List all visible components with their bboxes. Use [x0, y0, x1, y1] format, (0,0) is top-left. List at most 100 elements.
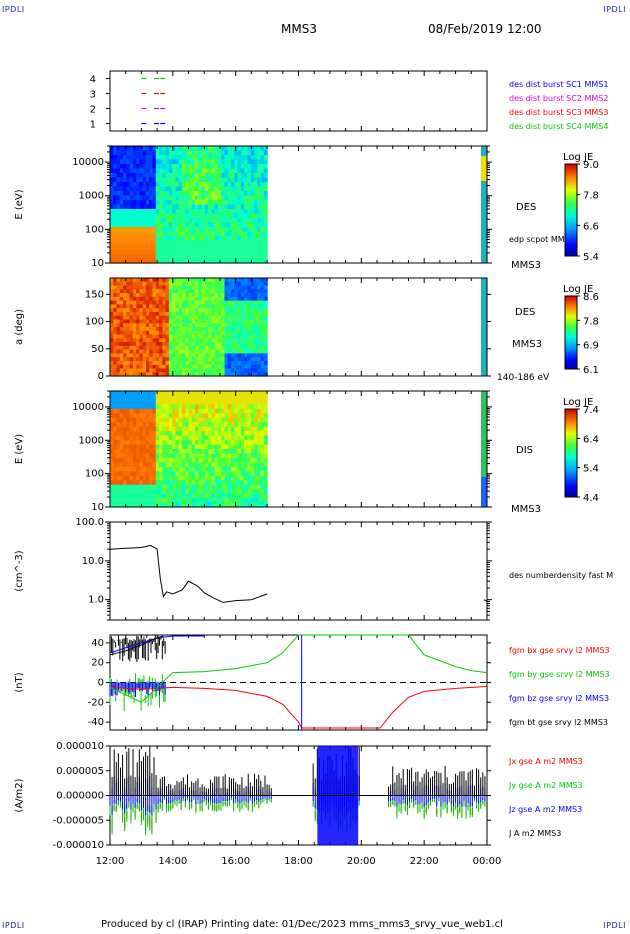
des-spectrogram-cell [240, 159, 245, 165]
dis-spectrogram-cell [217, 449, 222, 455]
pitch-spectrogram-cell [162, 281, 167, 287]
pitch-spectrogram-cell [159, 342, 163, 347]
des-spectrogram-cell [123, 173, 127, 179]
des-spectrogram-cell [188, 200, 193, 206]
dis-spectrogram-cell [231, 404, 235, 410]
des-spectrogram-cell [129, 186, 134, 192]
des-spectrogram-cell [191, 227, 196, 233]
pitch-spectrogram-cell [155, 357, 160, 362]
dis-spectrogram-cell [181, 391, 186, 397]
des-spectrogram-cell [227, 146, 232, 152]
pitch-spectrogram-cell [208, 278, 213, 283]
dis-spectrogram-cell [250, 471, 255, 477]
dis-spectrogram-cell [244, 489, 249, 495]
des-colorbar-tick-label: 9.0 [583, 160, 599, 171]
pitch-spectrogram-cell [139, 349, 144, 354]
pitch-spectrogram-edge [481, 278, 487, 376]
des-spectrogram-cell [247, 218, 252, 224]
dis-spectrogram-cell [162, 422, 167, 428]
des-spectrogram-cell [188, 164, 193, 170]
dis-spectrogram-cell [119, 440, 124, 446]
dis-spectrogram-cell [224, 471, 229, 477]
des-spectrogram-cell [178, 155, 183, 161]
dis-spectrogram-cell [129, 484, 134, 490]
pitch-spectrogram-cell [181, 353, 186, 358]
des-spectrogram-cell [211, 186, 216, 192]
pitch-spectrogram-cell [231, 342, 235, 347]
dis-spectrogram-cell [204, 440, 209, 446]
dis-spectrogram-cell [257, 453, 262, 459]
pitch-spectrogram-cell [211, 345, 216, 351]
des-spectrogram-cell [198, 249, 203, 255]
des-spectrogram-cell [132, 240, 137, 246]
dis-spectrogram-cell [175, 489, 180, 495]
pitch-spectrogram-cell [198, 330, 203, 336]
des-spectrogram-cell [116, 150, 121, 156]
pitch-spectrogram-cell [110, 372, 114, 377]
dis-spectrogram-cell [175, 457, 180, 463]
pitch-spectrogram-cell [188, 327, 193, 332]
dis-spectrogram-cell [214, 480, 219, 486]
pitch-spectrogram-cell [240, 281, 245, 287]
des-spectrogram-cell [139, 236, 144, 242]
pitch-spectrogram-cell [185, 368, 190, 373]
pitch-spectrogram-cell [159, 300, 163, 305]
dis-spectrogram-cell [142, 480, 147, 486]
dis-colorbar-title: Log JE [563, 397, 593, 408]
des-spectrogram-cell [142, 213, 147, 219]
dis-spectrogram-cell [240, 444, 245, 450]
burst-legend-entry: des dist burst SC2 MMS2 [509, 94, 608, 103]
des-spectrogram-cell [217, 245, 222, 251]
pitch-spectrogram-cell [132, 345, 137, 351]
des-spectrogram-cell [214, 204, 219, 210]
dis-spectrogram-cell [198, 395, 203, 401]
dis-spectrogram-cell [181, 480, 186, 486]
des-spectrogram-cell [172, 200, 177, 206]
pitch-colorbar-tick-label: 6.9 [583, 341, 599, 352]
pitch-spectrogram-cell [126, 349, 131, 354]
dis-spectrogram-cell [126, 413, 131, 419]
dis-spectrogram-cell [132, 462, 137, 468]
pitch-spectrogram-cell [237, 300, 242, 305]
pitch-spectrogram-cell [159, 308, 163, 313]
des-spectrogram-cell [208, 164, 213, 170]
pitch-spectrogram-cell [152, 281, 157, 287]
pitch-spectrogram-cell [247, 319, 252, 324]
pitch-spectrogram-cell [172, 368, 177, 373]
dis-spectrogram-cell [145, 502, 150, 508]
pitch-spectrogram-cell [155, 364, 160, 370]
pitch-spectrogram-cell [113, 315, 118, 321]
des-spectrogram-cell [149, 231, 154, 237]
des-spectrogram-cell [129, 231, 134, 237]
des-spectrogram-cell [240, 249, 245, 255]
dis-spectrogram-cell [214, 408, 219, 414]
pitch-spectrogram-cell [191, 315, 196, 321]
pitch-spectrogram-cell [116, 289, 121, 294]
dis-spectrogram-cell [217, 493, 222, 499]
des-spectrogram-cell [139, 186, 144, 192]
dis-spectrogram-cell [240, 435, 245, 441]
des-spectrogram-cell [237, 254, 242, 260]
dis-spectrogram-cell [113, 399, 118, 405]
dis-spectrogram-cell [178, 413, 183, 419]
pitch-spectrogram-cell [119, 360, 124, 366]
dis-spectrogram-cell [195, 391, 199, 397]
dis-spectrogram-cell [145, 440, 150, 446]
dis-spectrogram-cell [139, 408, 144, 414]
des-spectrogram-cell [165, 146, 170, 152]
des-spectrogram-edge [481, 146, 487, 263]
pitch-spectrogram-cell [244, 353, 249, 358]
dis-spectrogram-cell [126, 417, 131, 423]
dis-spectrogram-cell [110, 422, 114, 428]
pitch-spectrogram-cell [260, 319, 265, 324]
dis-spectrogram-cell [168, 391, 173, 397]
dis-spectrogram-cell [257, 457, 262, 463]
dis-spectrogram-cell [201, 431, 206, 437]
dis-spectrogram-cell [159, 391, 163, 397]
pitch-spectrogram-cell [136, 319, 141, 324]
pitch-spectrogram-cell [149, 311, 154, 317]
dis-spectrogram-cell [136, 449, 141, 455]
dis-panel-ytick-label: 1000 [79, 435, 104, 446]
des-spectrogram-cell [237, 236, 242, 242]
des-spectrogram-cell [152, 236, 157, 242]
